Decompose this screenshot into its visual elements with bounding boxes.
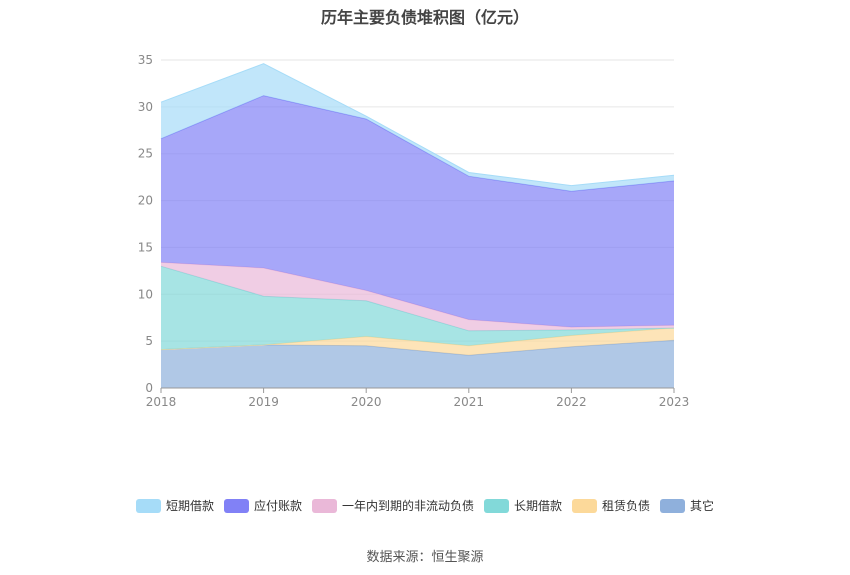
legend-label: 其它 <box>690 499 715 513</box>
legend-item[interactable]: 一年内到期的非流动负债 <box>311 497 474 514</box>
area-其它 <box>161 340 674 388</box>
area-edge-短期借款 <box>160 63 675 187</box>
y-tick-label: 20 <box>138 194 153 208</box>
legend-item[interactable]: 其它 <box>660 497 714 514</box>
data-source: 数据来源：恒生聚源 <box>366 550 484 565</box>
x-tick-label: 2023 <box>659 395 690 409</box>
legend-swatch <box>572 498 598 513</box>
x-tick-label: 2020 <box>351 395 382 409</box>
x-tick-label: 2022 <box>556 395 587 409</box>
legend-item[interactable]: 长期借款 <box>484 497 562 514</box>
legend-label: 短期借款 <box>165 499 214 513</box>
y-tick-label: 25 <box>138 147 153 161</box>
area-一年内到期的非流动负债 <box>161 262 674 331</box>
y-tick-label: 35 <box>138 53 153 67</box>
y-tick-label: 10 <box>138 287 153 301</box>
chart-legend: 短期借款 应付账款 一年内到期的非流动负债 长期借款 租赁负债 其它 <box>0 497 850 514</box>
legend-label: 长期借款 <box>514 499 563 513</box>
y-tick-label: 0 <box>145 381 153 395</box>
legend-swatch <box>223 498 249 513</box>
legend-item[interactable]: 租赁负债 <box>572 497 650 514</box>
y-tick-label: 30 <box>138 100 153 114</box>
legend-label: 一年内到期的非流动负债 <box>341 499 474 513</box>
legend-label: 应付账款 <box>253 499 302 513</box>
y-tick-label: 15 <box>138 240 153 254</box>
legend-swatch <box>484 498 509 513</box>
legend-swatch <box>660 498 686 513</box>
legend-swatch <box>311 498 337 513</box>
area-应付账款 <box>161 95 674 328</box>
legend-label: 租赁负债 <box>602 499 651 513</box>
chart-title: 历年主要负债堆积图（亿元） <box>320 8 529 27</box>
x-tick-label: 2021 <box>454 395 485 409</box>
x-tick-label: 2018 <box>146 395 177 409</box>
legend-item[interactable]: 短期借款 <box>135 497 214 514</box>
area-长期借款 <box>161 266 674 350</box>
area-短期借款 <box>161 63 674 192</box>
x-tick-label: 2019 <box>248 395 279 409</box>
legend-swatch <box>135 498 161 513</box>
legend-item[interactable]: 应付账款 <box>223 497 302 514</box>
y-tick-label: 5 <box>145 334 153 348</box>
